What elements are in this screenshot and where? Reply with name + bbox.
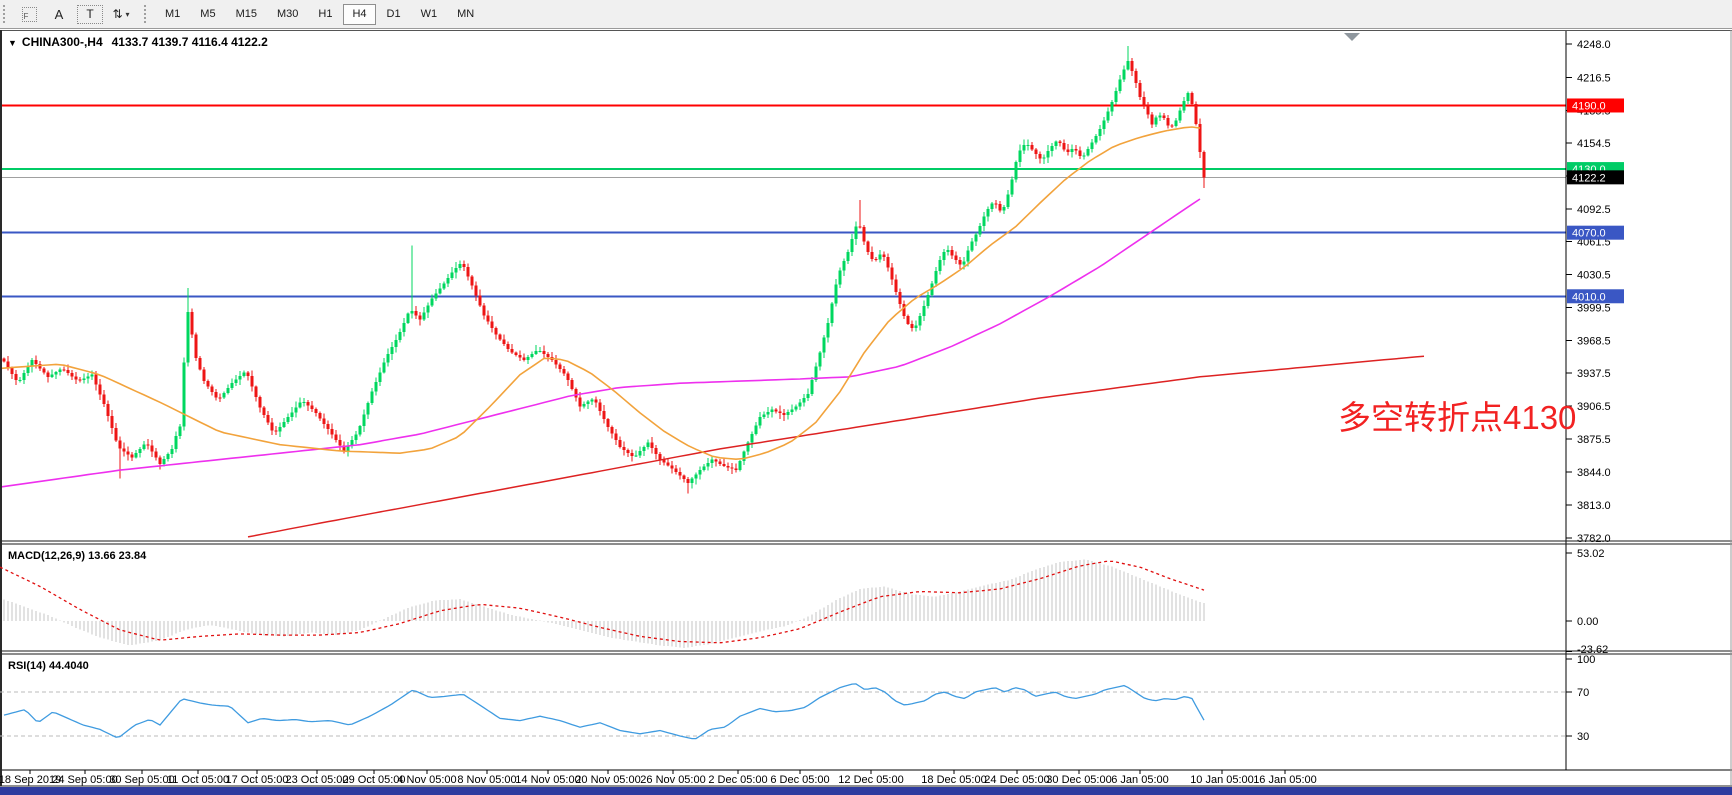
annotation-text: 多空转折点4130 bbox=[1338, 399, 1576, 436]
title-marker-icon: ▼ bbox=[8, 38, 17, 48]
text-label-tool-icon[interactable]: T bbox=[77, 4, 103, 24]
macd-panel[interactable]: 53.02 0.00 -23.62 bbox=[0, 548, 1608, 656]
price-axis-label: 4248.0 bbox=[1577, 39, 1611, 51]
time-axis-label: 30 Dec 05:00 bbox=[1046, 774, 1111, 786]
time-axis-label: 4 Nov 05:00 bbox=[397, 774, 456, 786]
price-line-badge: 4010.0 bbox=[1572, 291, 1606, 303]
time-axis-label: 20 Nov 05:00 bbox=[575, 774, 640, 786]
chevron-down-icon: ▾ bbox=[125, 9, 130, 19]
time-axis-label: 6 Dec 05:00 bbox=[770, 774, 829, 786]
price-line-badge: 4070.0 bbox=[1572, 228, 1606, 240]
rsi-indicator-label: RSI(14) 44.4040 bbox=[8, 660, 89, 672]
time-axis-label: 16 Jan 05:00 bbox=[1253, 774, 1317, 786]
price-line-badge: 4190.0 bbox=[1572, 100, 1606, 112]
chart-window[interactable]: 4248.04216.54185.54154.54123.54092.54061… bbox=[0, 30, 1732, 795]
timeframe-button-w1[interactable]: W1 bbox=[420, 7, 438, 20]
time-axis-label: 18 Sep 2019 bbox=[0, 774, 61, 786]
timeframe-button-h4[interactable]: H4 bbox=[343, 3, 376, 25]
price-line-badge: 4122.2 bbox=[1572, 172, 1606, 184]
rsi-axis-label: 30 bbox=[1577, 731, 1589, 743]
price-axis-label: 3844.0 bbox=[1577, 467, 1611, 479]
rsi-panel[interactable]: 100 70 30 bbox=[0, 654, 1595, 743]
moving-averages bbox=[0, 126, 1425, 538]
price-axis-label: 3906.5 bbox=[1577, 401, 1611, 413]
timeframe-button-m30[interactable]: M30 bbox=[276, 7, 299, 20]
time-axis-label: 23 Oct 05:00 bbox=[286, 774, 349, 786]
ma-mid-magenta-line bbox=[0, 198, 1201, 488]
chart-title: ▼ CHINA300-,H4 4133.7 4139.7 4116.4 4122.2 bbox=[8, 35, 268, 49]
price-axis-label: 4154.5 bbox=[1577, 138, 1611, 150]
price-axis-label: 3999.5 bbox=[1577, 302, 1611, 314]
macd-axis-label: 53.02 bbox=[1577, 548, 1605, 560]
timeframe-button-d1[interactable]: D1 bbox=[386, 7, 401, 20]
time-axis-label: 24 Sep 05:00 bbox=[52, 774, 117, 786]
timeframe-button-mn[interactable]: MN bbox=[457, 7, 475, 20]
time-axis-label: 30 Sep 05:00 bbox=[109, 774, 174, 786]
time-axis-label: 26 Nov 05:00 bbox=[640, 774, 705, 786]
toolbar-grip[interactable] bbox=[3, 5, 9, 23]
rsi-axis-label: 100 bbox=[1577, 654, 1595, 666]
time-axis-label: 2 Dec 05:00 bbox=[708, 774, 767, 786]
chart-background bbox=[0, 30, 1732, 795]
macd-indicator-label: MACD(12,26,9) 13.66 23.84 bbox=[8, 550, 147, 562]
macd-signal-line bbox=[0, 560, 1205, 644]
timeframe-button-h1[interactable]: H1 bbox=[318, 7, 333, 20]
time-axis-label: 6 Jan 05:00 bbox=[1111, 774, 1169, 786]
rsi-axis-label: 70 bbox=[1577, 687, 1589, 699]
chart-ohlc-values: 4133.7 4139.7 4116.4 4122.2 bbox=[112, 35, 268, 49]
time-axis-label: 24 Dec 05:00 bbox=[984, 774, 1049, 786]
font-tool-icon[interactable]: A bbox=[54, 6, 64, 22]
price-axis-label: 3937.5 bbox=[1577, 368, 1611, 380]
dock-window-glyph: F bbox=[21, 6, 37, 22]
arrows-icon: ⇅ bbox=[112, 7, 123, 21]
macd-axis-label: -23.62 bbox=[1577, 644, 1608, 656]
time-axis-label: 10 Jan 05:00 bbox=[1190, 774, 1254, 786]
horizontal-price-lines bbox=[0, 104, 1566, 298]
time-axis-label: 18 Dec 05:00 bbox=[921, 774, 986, 786]
timeframe-button-m5[interactable]: M5 bbox=[200, 7, 216, 20]
price-axis-label: 4030.5 bbox=[1577, 270, 1611, 282]
ma-slow-red-line bbox=[247, 355, 1425, 538]
toolbar: F A T ⇅ ▾ M1 M5 M15 M30 H1 H4 D1 W1 MN bbox=[0, 0, 1732, 29]
price-axis-label: 3782.0 bbox=[1577, 533, 1611, 545]
time-axis-label: 14 Nov 05:00 bbox=[515, 774, 580, 786]
rsi-line bbox=[3, 683, 1205, 740]
timeframe-toolbar: M1 M5 M15 M30 H1 H4 D1 W1 MN bbox=[155, 0, 484, 28]
price-axis-label: 3813.0 bbox=[1577, 500, 1611, 512]
price-axis-label: 3875.5 bbox=[1577, 434, 1611, 446]
toolbar-separator-grip bbox=[144, 5, 150, 23]
time-axis-label: 11 Oct 05:00 bbox=[167, 774, 229, 786]
timeframe-button-m1[interactable]: M1 bbox=[165, 7, 181, 20]
price-axis-label: 4092.5 bbox=[1577, 204, 1611, 216]
price-axis-label: 3968.5 bbox=[1577, 335, 1611, 347]
time-axis-label: 12 Dec 05:00 bbox=[838, 774, 903, 786]
scroll-anchor-icon[interactable] bbox=[1344, 33, 1360, 41]
candlestick-series bbox=[2, 46, 1206, 494]
time-axis-label: 29 Oct 05:00 bbox=[343, 774, 406, 786]
chart-symbol-label: CHINA300-,H4 bbox=[22, 35, 103, 49]
taskbar-edge-strip bbox=[0, 787, 1732, 795]
macd-axis-label: 0.00 bbox=[1577, 616, 1598, 628]
timeframe-button-m15[interactable]: M15 bbox=[235, 7, 257, 20]
dock-window-icon[interactable]: F bbox=[17, 4, 41, 24]
ma-fast-orange-line bbox=[0, 126, 1201, 461]
price-axis-label: 4061.5 bbox=[1577, 237, 1611, 249]
time-axis-label: 17 Oct 05:00 bbox=[226, 774, 289, 786]
panel-separators bbox=[0, 30, 1732, 787]
time-axis-label: 8 Nov 05:00 bbox=[457, 774, 516, 786]
arrow-objects-dropdown[interactable]: ⇅ ▾ bbox=[109, 4, 133, 24]
price-axis-label: 4216.5 bbox=[1577, 72, 1611, 84]
